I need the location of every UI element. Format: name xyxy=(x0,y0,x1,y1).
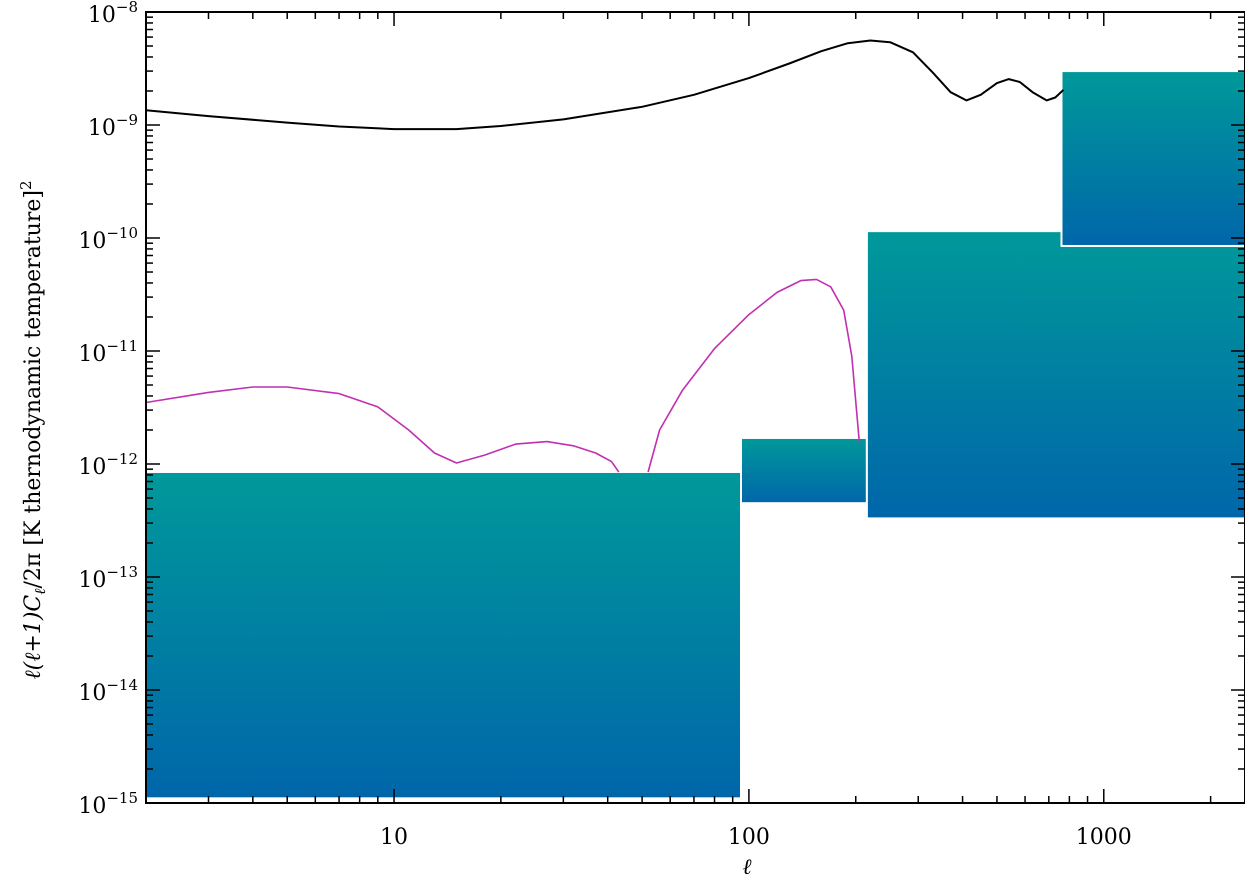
error-region-1 xyxy=(145,470,743,800)
series-group xyxy=(145,39,1065,473)
error-region-4 xyxy=(1060,70,1245,247)
y-axis-label-superscript: 2 xyxy=(17,181,35,191)
y-tick-label: 10−15 xyxy=(78,789,138,819)
error-regions xyxy=(145,70,1245,800)
y-tick-label: 10−12 xyxy=(78,450,138,480)
y-tick-label: 10−8 xyxy=(88,0,138,28)
tick-marks xyxy=(145,11,1245,804)
x-tick-label: 10 xyxy=(380,825,408,850)
x-tick-label: 100 xyxy=(728,825,770,850)
series-line-2 xyxy=(145,386,620,473)
y-axis-label-main: ℓ(ℓ+1)C xyxy=(21,595,46,680)
series-line-1 xyxy=(145,39,1065,131)
y-axis-label: ℓ(ℓ+1)Cℓ/2π [K thernodynamic temperature… xyxy=(17,181,49,680)
y-axis-label-subscript: ℓ xyxy=(31,588,49,594)
x-axis-label: ℓ xyxy=(742,855,752,880)
tick-labels: 10 100 1000 10−8 10−9 10−10 10−11 10−12 10−13 10−… xyxy=(78,0,1131,850)
y-axis-label-tail: /2π [K thernodynamic temperature] xyxy=(21,190,46,588)
x-tick-label: 1000 xyxy=(1076,825,1132,850)
series-line-3 xyxy=(647,278,861,473)
y-tick-label: 10−11 xyxy=(78,337,138,367)
error-region-3 xyxy=(865,230,1245,520)
plot-frame xyxy=(145,11,1245,804)
error-region-2 xyxy=(740,436,868,505)
y-tick-label: 10−10 xyxy=(78,224,138,254)
y-tick-label: 10−13 xyxy=(78,563,138,593)
y-tick-label: 10−9 xyxy=(88,111,138,141)
y-tick-label: 10−14 xyxy=(78,676,138,706)
